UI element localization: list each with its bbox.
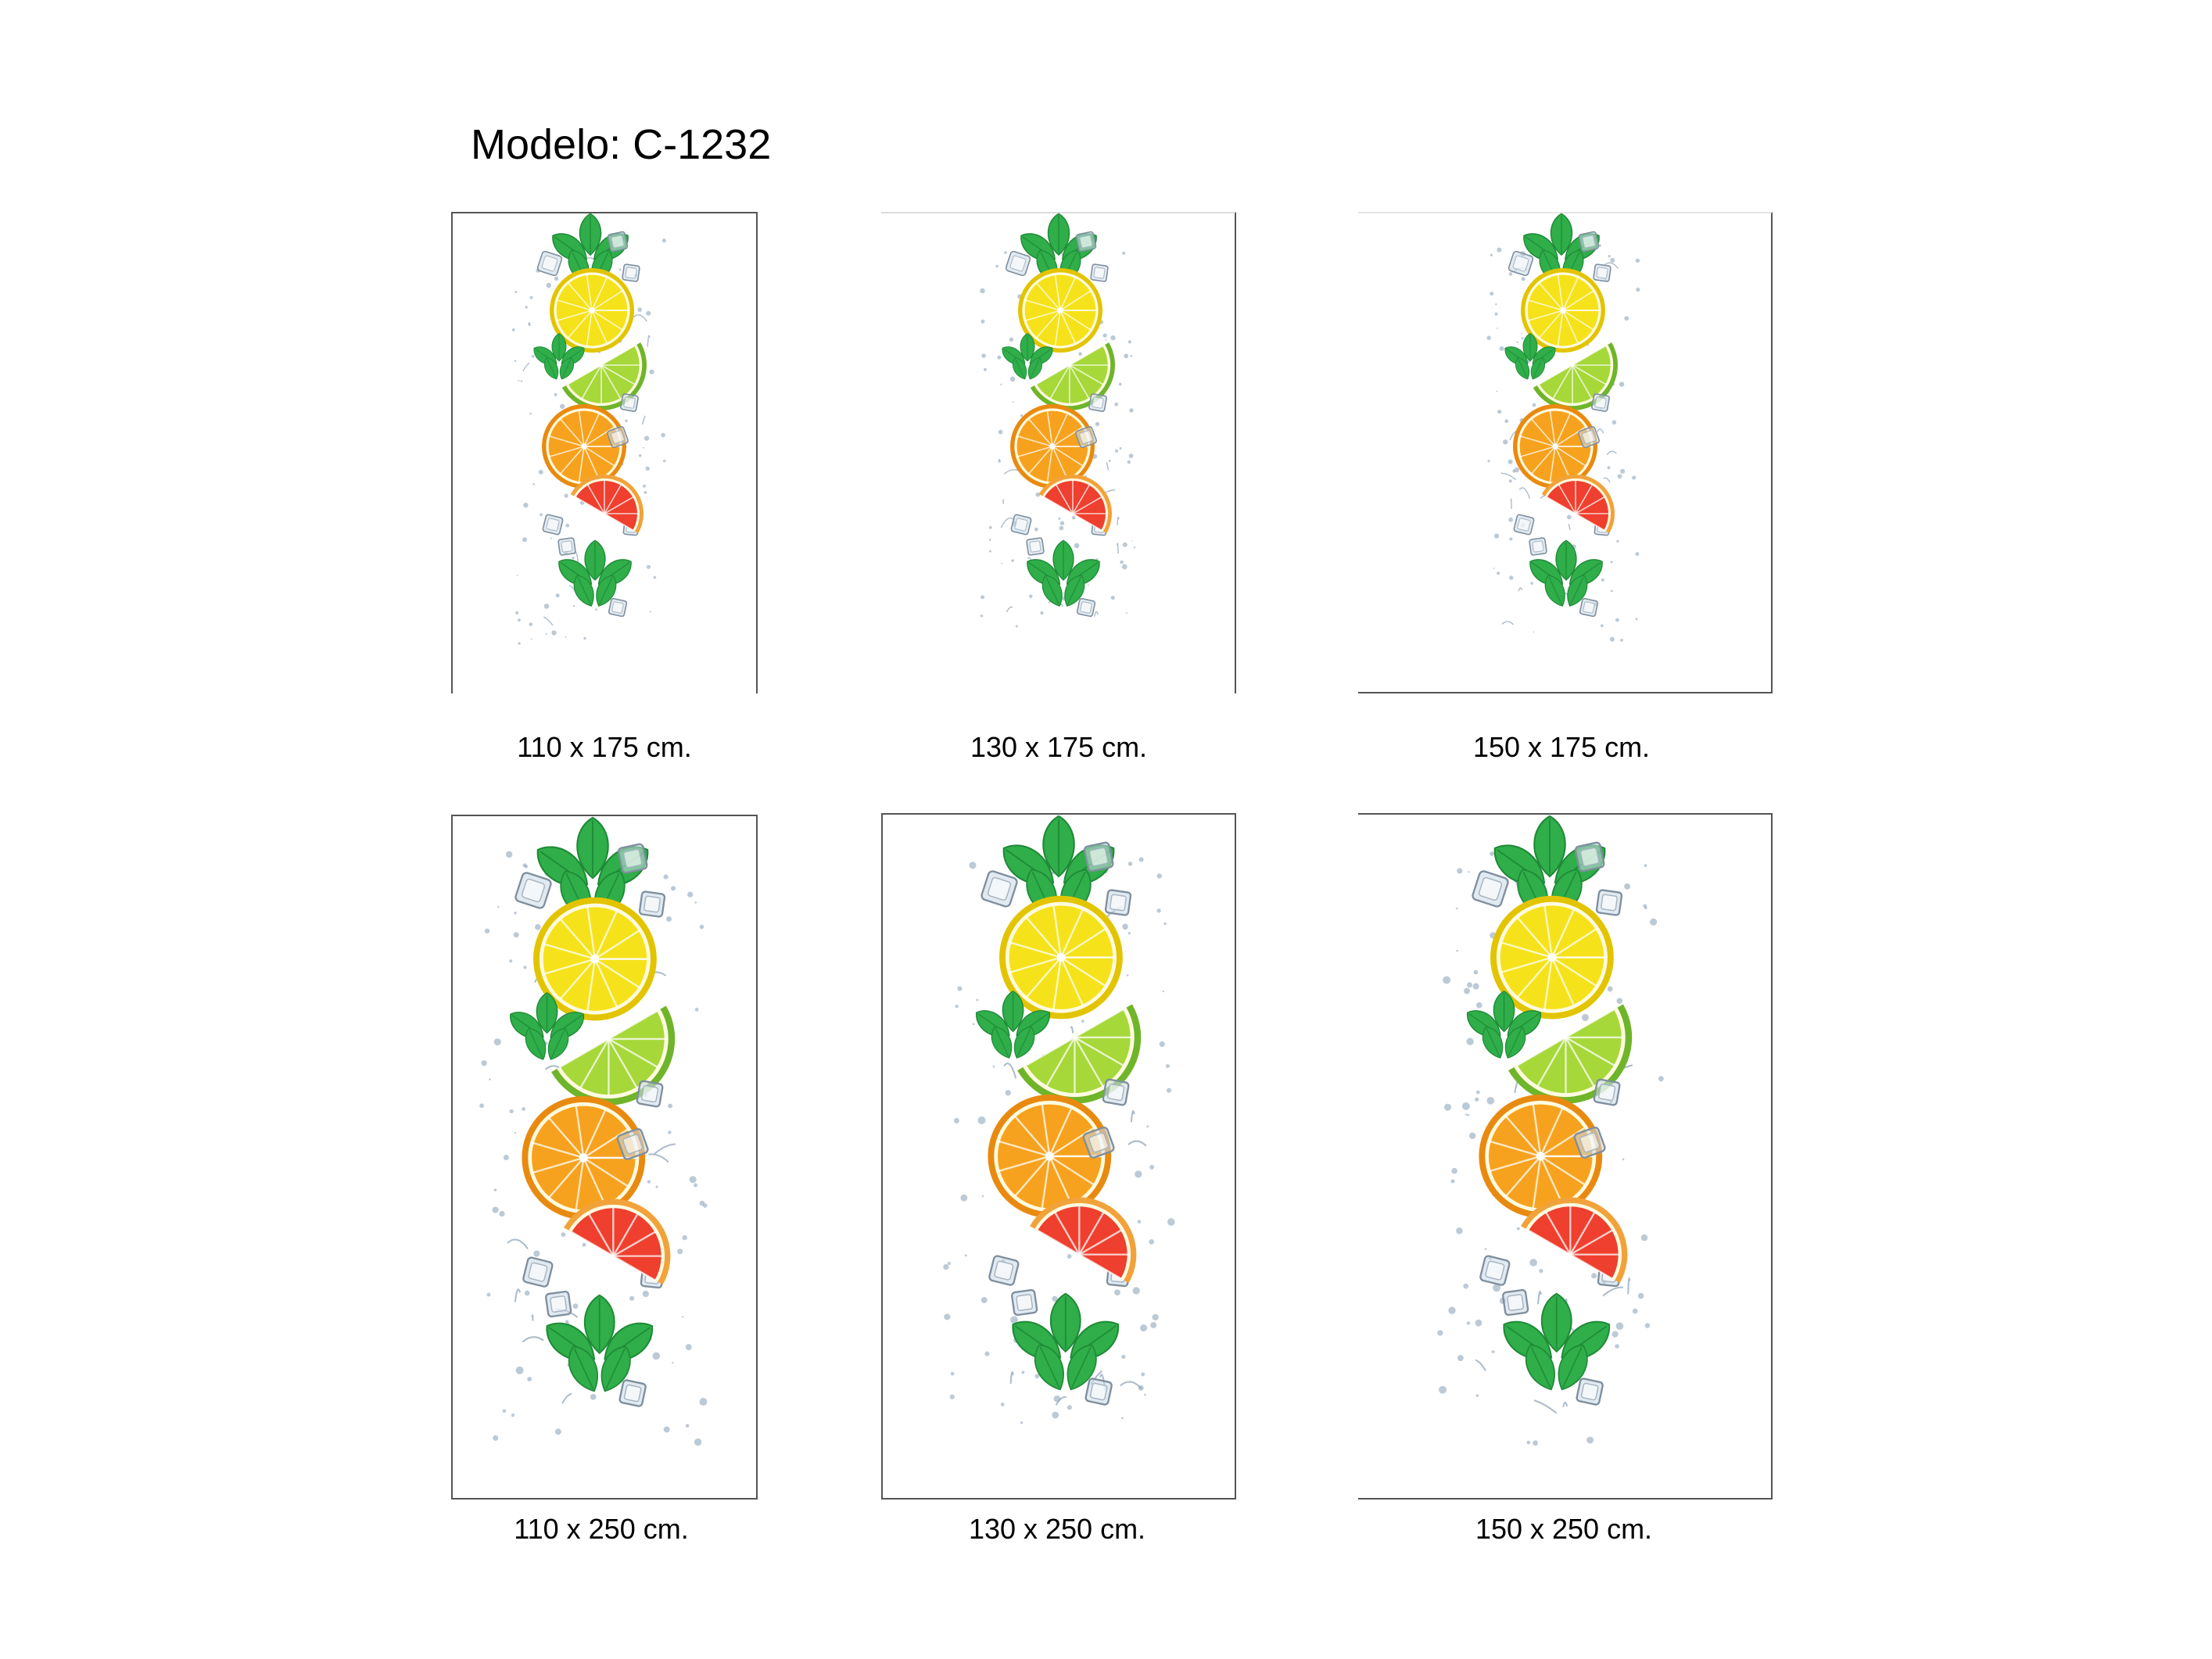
design-panel-110x175 bbox=[451, 212, 758, 693]
design-panel-150x175 bbox=[1358, 212, 1773, 693]
size-caption-110x250: 110 x 250 cm. bbox=[514, 1513, 689, 1545]
design-panel-150x250 bbox=[1358, 813, 1773, 1500]
citrus-artwork bbox=[943, 815, 1175, 1424]
page-title: Modelo: C-1232 bbox=[471, 121, 772, 168]
size-caption-150x250: 150 x 250 cm. bbox=[1475, 1513, 1653, 1545]
size-caption-110x175: 110 x 175 cm. bbox=[517, 731, 692, 763]
design-panel-130x175 bbox=[881, 212, 1236, 693]
citrus-artwork bbox=[980, 213, 1136, 628]
citrus-artwork bbox=[479, 816, 708, 1446]
size-caption-130x175: 130 x 175 cm. bbox=[970, 731, 1148, 763]
design-panel-110x250 bbox=[451, 815, 758, 1500]
citrus-artwork bbox=[1437, 815, 1664, 1446]
design-panel-130x250 bbox=[881, 813, 1236, 1500]
citrus-artwork bbox=[1486, 213, 1640, 642]
size-caption-130x250: 130 x 250 cm. bbox=[968, 1513, 1146, 1545]
citrus-artwork bbox=[511, 213, 666, 645]
size-caption-150x175: 150 x 175 cm. bbox=[1472, 731, 1651, 763]
